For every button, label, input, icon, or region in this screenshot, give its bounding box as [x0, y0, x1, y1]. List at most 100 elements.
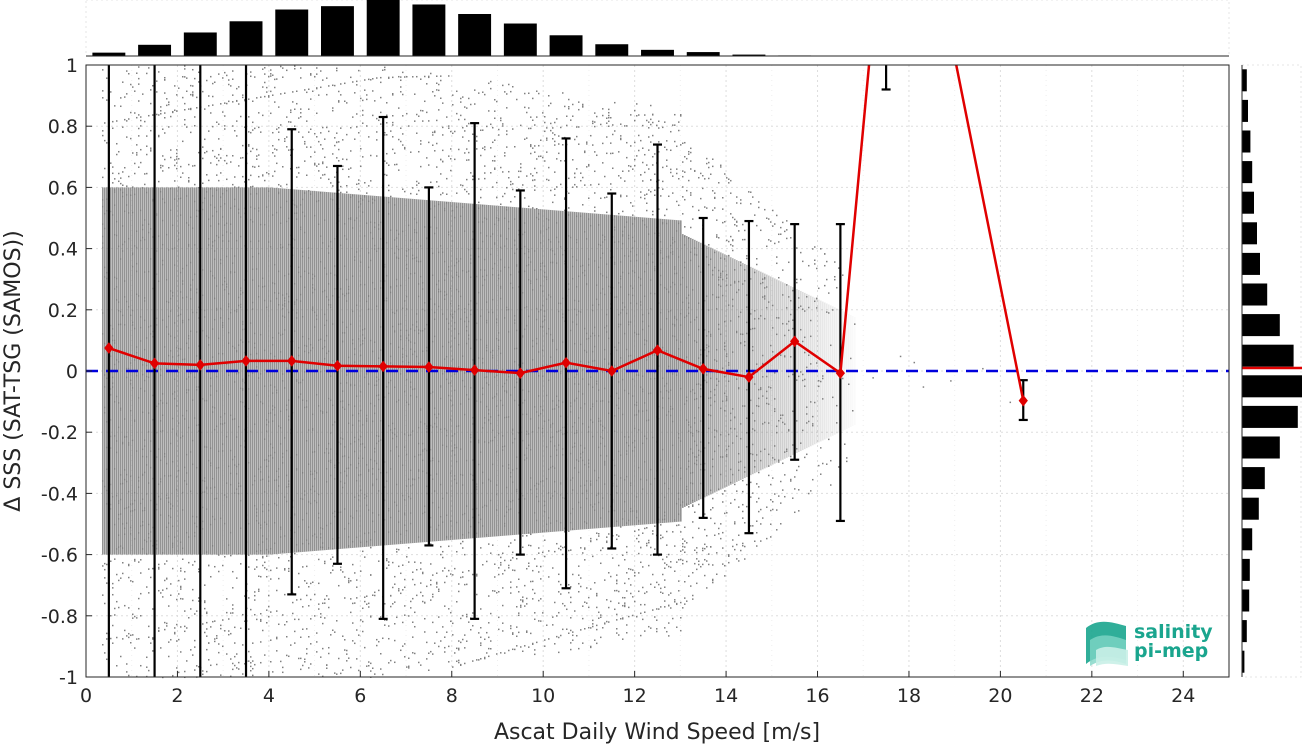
- scatter-point: [110, 447, 112, 449]
- scatter-point: [448, 231, 450, 233]
- scatter-point: [326, 481, 328, 483]
- scatter-point: [388, 164, 390, 166]
- scatter-point: [236, 465, 238, 468]
- scatter-point: [354, 436, 356, 439]
- scatter-point: [446, 429, 448, 432]
- scatter-point: [104, 122, 106, 124]
- scatter-point: [226, 102, 228, 105]
- scatter-point: [612, 167, 614, 170]
- scatter-point: [338, 214, 340, 217]
- scatter-point: [600, 436, 602, 438]
- scatter-point: [534, 269, 536, 272]
- scatter-point: [192, 654, 194, 656]
- scatter-point: [276, 637, 278, 640]
- scatter-point: [180, 214, 182, 216]
- scatter-point: [294, 239, 296, 241]
- scatter-point: [102, 644, 104, 646]
- scatter-point: [546, 624, 548, 626]
- scatter-point: [330, 572, 332, 574]
- scatter-point: [196, 107, 198, 109]
- scatter-point: [150, 147, 152, 149]
- scatter-point: [268, 509, 270, 512]
- scatter-point: [366, 420, 368, 422]
- scatter-point: [384, 68, 386, 71]
- scatter-point: [110, 419, 112, 421]
- scatter-point: [234, 464, 236, 466]
- scatter-point: [306, 120, 308, 122]
- scatter-point: [464, 230, 466, 232]
- scatter-point: [492, 159, 494, 162]
- y-histogram-bar: [1242, 99, 1248, 122]
- scatter-point: [478, 441, 480, 443]
- scatter-point: [250, 206, 252, 208]
- scatter-point: [492, 397, 494, 399]
- scatter-point: [288, 655, 290, 658]
- scatter-point: [506, 130, 508, 132]
- scatter-point: [178, 638, 180, 641]
- scatter-point: [304, 494, 306, 496]
- scatter-point: [258, 468, 260, 470]
- scatter-point: [356, 479, 358, 482]
- scatter-point: [514, 145, 516, 148]
- scatter-point: [372, 90, 374, 92]
- scatter-point: [458, 148, 460, 151]
- scatter-point: [194, 273, 196, 276]
- scatter-point: [430, 226, 432, 228]
- scatter-point: [320, 86, 322, 89]
- scatter-point: [238, 296, 240, 299]
- scatter-point: [376, 384, 378, 386]
- scatter-point: [572, 321, 574, 323]
- scatter-point: [230, 270, 232, 273]
- scatter-point: [492, 186, 494, 188]
- scatter-point: [588, 337, 590, 340]
- scatter-point: [594, 359, 596, 362]
- scatter-point: [514, 539, 516, 541]
- scatter-point: [404, 656, 406, 658]
- scatter-point: [582, 105, 584, 107]
- scatter-point: [578, 383, 580, 385]
- scatter-point: [506, 238, 508, 240]
- scatter-point: [230, 232, 232, 234]
- scatter-point: [574, 383, 576, 385]
- scatter-point: [580, 485, 582, 487]
- scatter-point: [534, 167, 536, 170]
- scatter-point: [248, 522, 250, 525]
- scatter-point: [276, 490, 278, 492]
- scatter-point: [190, 372, 192, 375]
- scatter-point: [188, 224, 190, 226]
- scatter-point: [552, 616, 554, 618]
- scatter-point: [362, 607, 364, 610]
- scatter-point: [252, 147, 254, 150]
- scatter-point: [210, 377, 212, 379]
- scatter-point: [388, 201, 390, 204]
- scatter-point: [614, 241, 616, 243]
- scatter-point: [202, 528, 204, 530]
- scatter-point: [458, 425, 460, 427]
- scatter-point: [230, 658, 232, 660]
- scatter-point: [502, 84, 504, 87]
- scatter-point: [402, 645, 404, 647]
- scatter-point: [480, 401, 482, 403]
- scatter-point: [476, 275, 478, 278]
- scatter-point: [106, 142, 108, 144]
- scatter-point: [196, 96, 198, 99]
- scatter-point: [578, 108, 580, 111]
- scatter-point: [602, 108, 604, 110]
- scatter-point: [366, 125, 368, 127]
- scatter-point: [380, 111, 382, 114]
- scatter-point: [452, 574, 454, 576]
- scatter-point: [390, 130, 392, 132]
- scatter-point: [452, 622, 454, 625]
- scatter-point: [282, 333, 284, 336]
- scatter-point: [304, 143, 306, 145]
- scatter-point: [314, 478, 316, 480]
- scatter-point: [518, 432, 520, 434]
- scatter-point: [324, 267, 326, 269]
- scatter-point: [324, 598, 326, 601]
- scatter-point: [604, 358, 606, 360]
- scatter-point: [294, 301, 296, 303]
- scatter-point: [556, 222, 558, 224]
- scatter-point: [618, 535, 620, 537]
- scatter-point: [590, 419, 592, 421]
- scatter-point: [606, 196, 608, 198]
